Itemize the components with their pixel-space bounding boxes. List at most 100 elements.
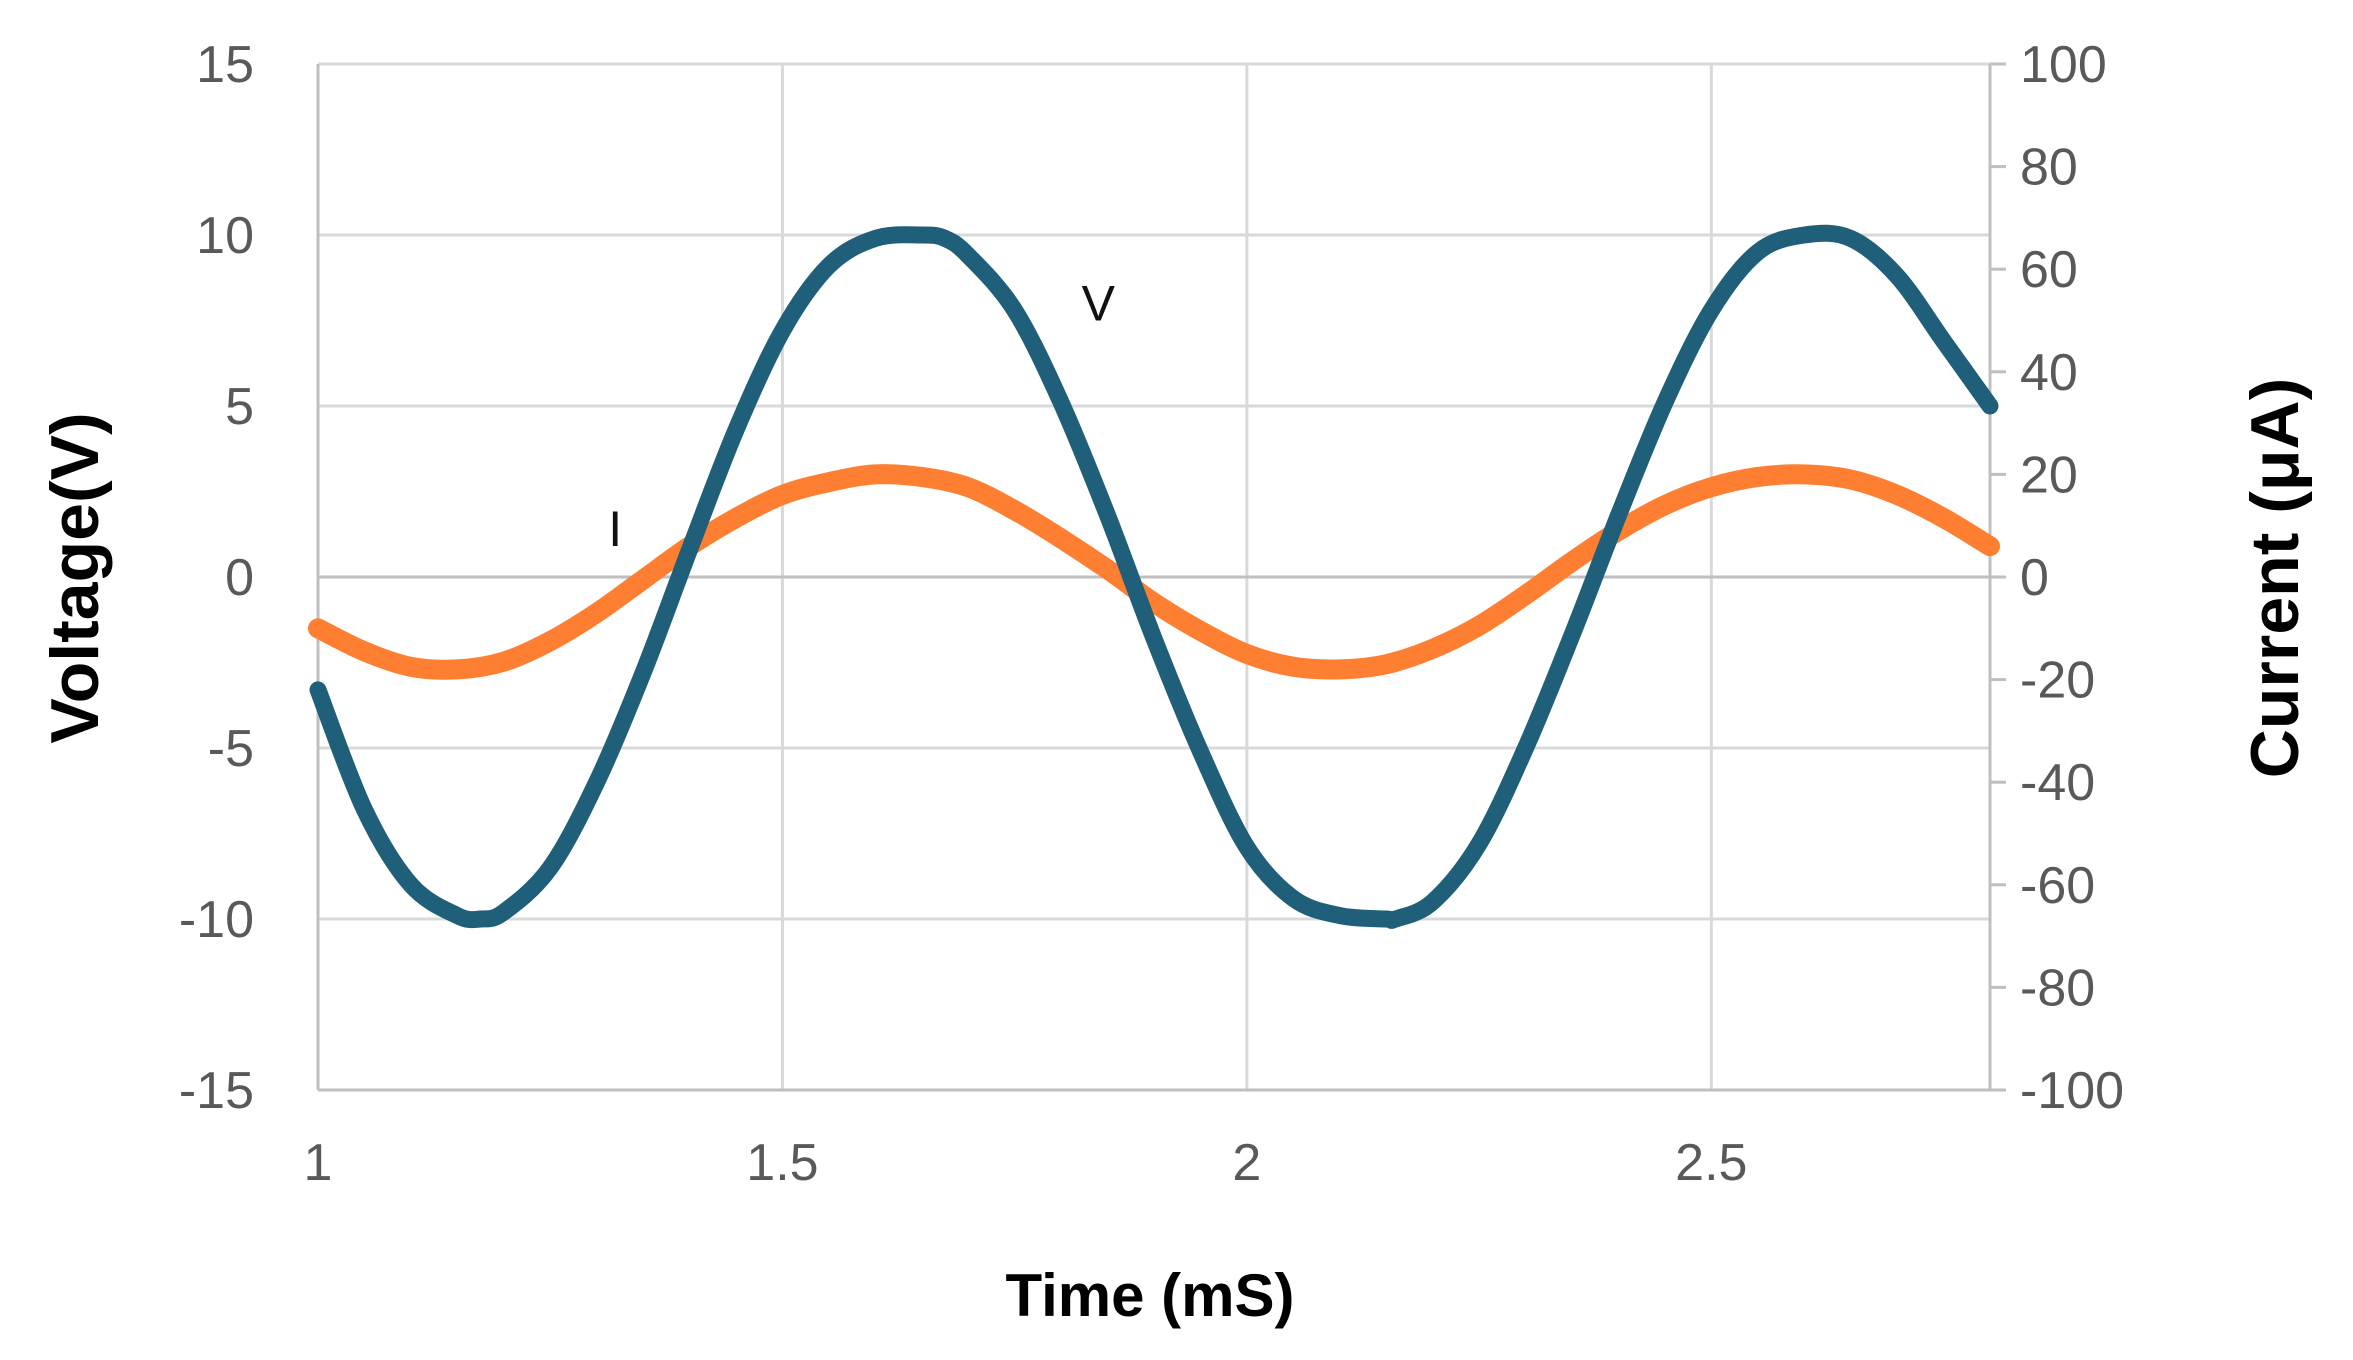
y-right-tick-label: 100	[2020, 36, 2107, 94]
data-point-i	[1057, 534, 1066, 543]
data-point-v	[360, 805, 369, 814]
y-left-tick-label: 15	[196, 36, 254, 94]
y-right-tick-label: -20	[2020, 652, 2095, 710]
data-point-v	[1614, 511, 1623, 520]
data-point-i	[453, 665, 462, 674]
data-point-v	[1242, 843, 1251, 852]
y-right-tick-label: -60	[2020, 857, 2095, 915]
data-point-i	[360, 647, 369, 656]
y-right-tick-label: 60	[2020, 241, 2078, 299]
data-point-v	[1103, 511, 1112, 520]
x-tick-label: 1	[304, 1134, 333, 1192]
data-point-v	[453, 911, 462, 920]
data-point-i	[1521, 590, 1530, 599]
data-point-i	[314, 624, 322, 633]
data-point-i	[778, 490, 787, 499]
data-point-i	[1335, 665, 1344, 674]
y-right-tick-label: -100	[2020, 1062, 2124, 1120]
data-point-v	[546, 863, 555, 872]
data-point-v	[778, 326, 787, 335]
data-point-i	[1986, 542, 1994, 551]
data-point-v	[499, 908, 508, 917]
series-annotation: V	[1082, 276, 1116, 332]
y-right-tick-label: -40	[2020, 754, 2095, 812]
data-point-i	[592, 608, 601, 617]
data-point-v	[1521, 744, 1530, 752]
x-axis-title: Time (mS)	[1006, 1262, 1295, 1329]
data-point-i	[499, 657, 508, 666]
data-point-i	[546, 637, 555, 646]
y-right-tick-label: 40	[2020, 344, 2078, 402]
data-point-v	[1428, 897, 1437, 906]
data-point-i	[1475, 621, 1484, 630]
y-right-tick-label: -80	[2020, 959, 2095, 1017]
data-point-i	[1196, 626, 1205, 635]
data-point-v	[1707, 306, 1716, 315]
data-point-i	[1150, 598, 1158, 607]
data-point-i	[1242, 649, 1251, 658]
y-left-tick-label: -10	[179, 891, 254, 949]
data-point-i	[871, 470, 880, 479]
y-left-tick-label: -15	[179, 1062, 254, 1120]
data-point-v	[314, 685, 322, 694]
data-point-v	[1893, 272, 1902, 281]
data-point-i	[406, 662, 415, 671]
y-left-tick-label: 0	[225, 549, 254, 607]
data-point-v	[1150, 634, 1158, 643]
y-right-axis-title: Current (μA)	[2237, 378, 2313, 778]
data-point-v	[1800, 231, 1809, 239]
data-point-i	[1846, 475, 1855, 484]
data-point-v	[1660, 398, 1669, 407]
data-point-v	[685, 545, 694, 554]
data-point-v	[1475, 839, 1484, 848]
data-point-i	[1568, 557, 1576, 566]
data-point-i	[1103, 565, 1112, 574]
data-point-v	[917, 231, 926, 239]
data-point-v	[1289, 894, 1298, 903]
y-left-axis-title: Voltage(V)	[37, 412, 113, 743]
data-point-v	[941, 234, 949, 243]
data-point-i	[1428, 644, 1437, 653]
data-point-i	[1289, 662, 1298, 671]
y-left-tick-label: 10	[196, 207, 254, 265]
y-left-tick-label: 5	[225, 378, 254, 436]
data-point-i	[1707, 483, 1716, 492]
tick-labels: 15 10 5 0 -5 -10 -15 100 80 60 40 20 0 -20 -40 -60 -80 -1…	[179, 36, 2124, 1192]
data-point-v	[824, 261, 833, 270]
data-point-i	[732, 514, 740, 523]
data-point-i	[1660, 501, 1669, 510]
data-point-i	[1800, 470, 1809, 479]
x-tick-label: 2.5	[1675, 1134, 1747, 1192]
data-point-v	[871, 234, 880, 243]
data-point-i	[639, 575, 648, 584]
x-tick-label: 2	[1232, 1134, 1261, 1192]
data-point-v	[639, 668, 648, 677]
y-right-tick-label: 0	[2020, 549, 2049, 607]
data-point-i	[1893, 490, 1902, 499]
y-right-tick-label: 80	[2020, 139, 2078, 197]
series-annotation: I	[608, 501, 622, 557]
data-point-i	[1753, 472, 1762, 481]
data-point-v	[732, 425, 740, 434]
data-point-i	[824, 478, 833, 487]
data-point-v	[1391, 915, 1400, 923]
data-point-v	[592, 778, 601, 787]
data-point-v	[1382, 915, 1391, 923]
y-right-tick-label: 20	[2020, 446, 2078, 504]
data-point-i	[917, 472, 926, 481]
data-point-i	[1382, 660, 1391, 669]
data-point-i	[964, 483, 973, 492]
data-point-v	[1986, 402, 1994, 410]
data-series	[308, 224, 2000, 929]
data-point-v	[1568, 631, 1576, 640]
data-point-v	[964, 251, 973, 260]
data-point-v	[1057, 398, 1066, 407]
data-point-v	[1010, 306, 1019, 315]
data-point-v	[1196, 747, 1205, 756]
data-point-v	[1939, 337, 1948, 346]
data-point-v	[1335, 911, 1344, 920]
data-point-i	[1010, 506, 1019, 515]
data-point-v	[476, 915, 485, 923]
data-point-v	[1846, 234, 1855, 243]
